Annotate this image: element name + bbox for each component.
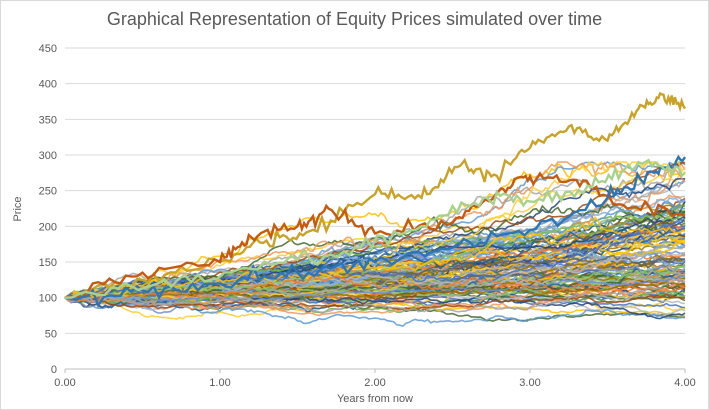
y-tick-label: 250 <box>39 186 57 198</box>
price-path <box>64 240 686 299</box>
price-path <box>65 254 686 301</box>
x-tick-label: 1.00 <box>209 377 230 389</box>
y-tick-label: 350 <box>39 114 57 126</box>
highlight-price-path <box>64 91 687 301</box>
y-tick-label: 50 <box>45 328 57 340</box>
y-tick-label: 450 <box>39 43 57 55</box>
x-axis-title: Years from now <box>337 393 413 405</box>
x-tick-label: 0.00 <box>54 377 75 389</box>
y-tick-label: 150 <box>39 257 57 269</box>
price-path <box>64 281 686 300</box>
y-tick-label: 100 <box>39 293 57 305</box>
y-tick-label: 200 <box>39 221 57 233</box>
price-path <box>64 204 686 299</box>
y-tick-label: 300 <box>39 150 57 162</box>
price-path <box>64 279 686 314</box>
y-tick-label: 400 <box>39 79 57 91</box>
price-path <box>64 273 686 317</box>
price-path <box>64 274 686 303</box>
highlight-price-path <box>64 171 686 299</box>
x-tick-label: 4.00 <box>674 377 695 389</box>
highlight-price-path <box>64 154 686 308</box>
highlight-price-path <box>64 158 686 299</box>
y-axis-title: Price <box>12 196 24 221</box>
price-path <box>64 241 686 300</box>
price-path <box>64 275 686 302</box>
x-tick-label: 3.00 <box>519 377 540 389</box>
chart-title: Graphical Representation of Equity Price… <box>106 9 603 29</box>
y-tick-label: 0 <box>51 364 57 376</box>
x-tick-label: 2.00 <box>364 377 385 389</box>
